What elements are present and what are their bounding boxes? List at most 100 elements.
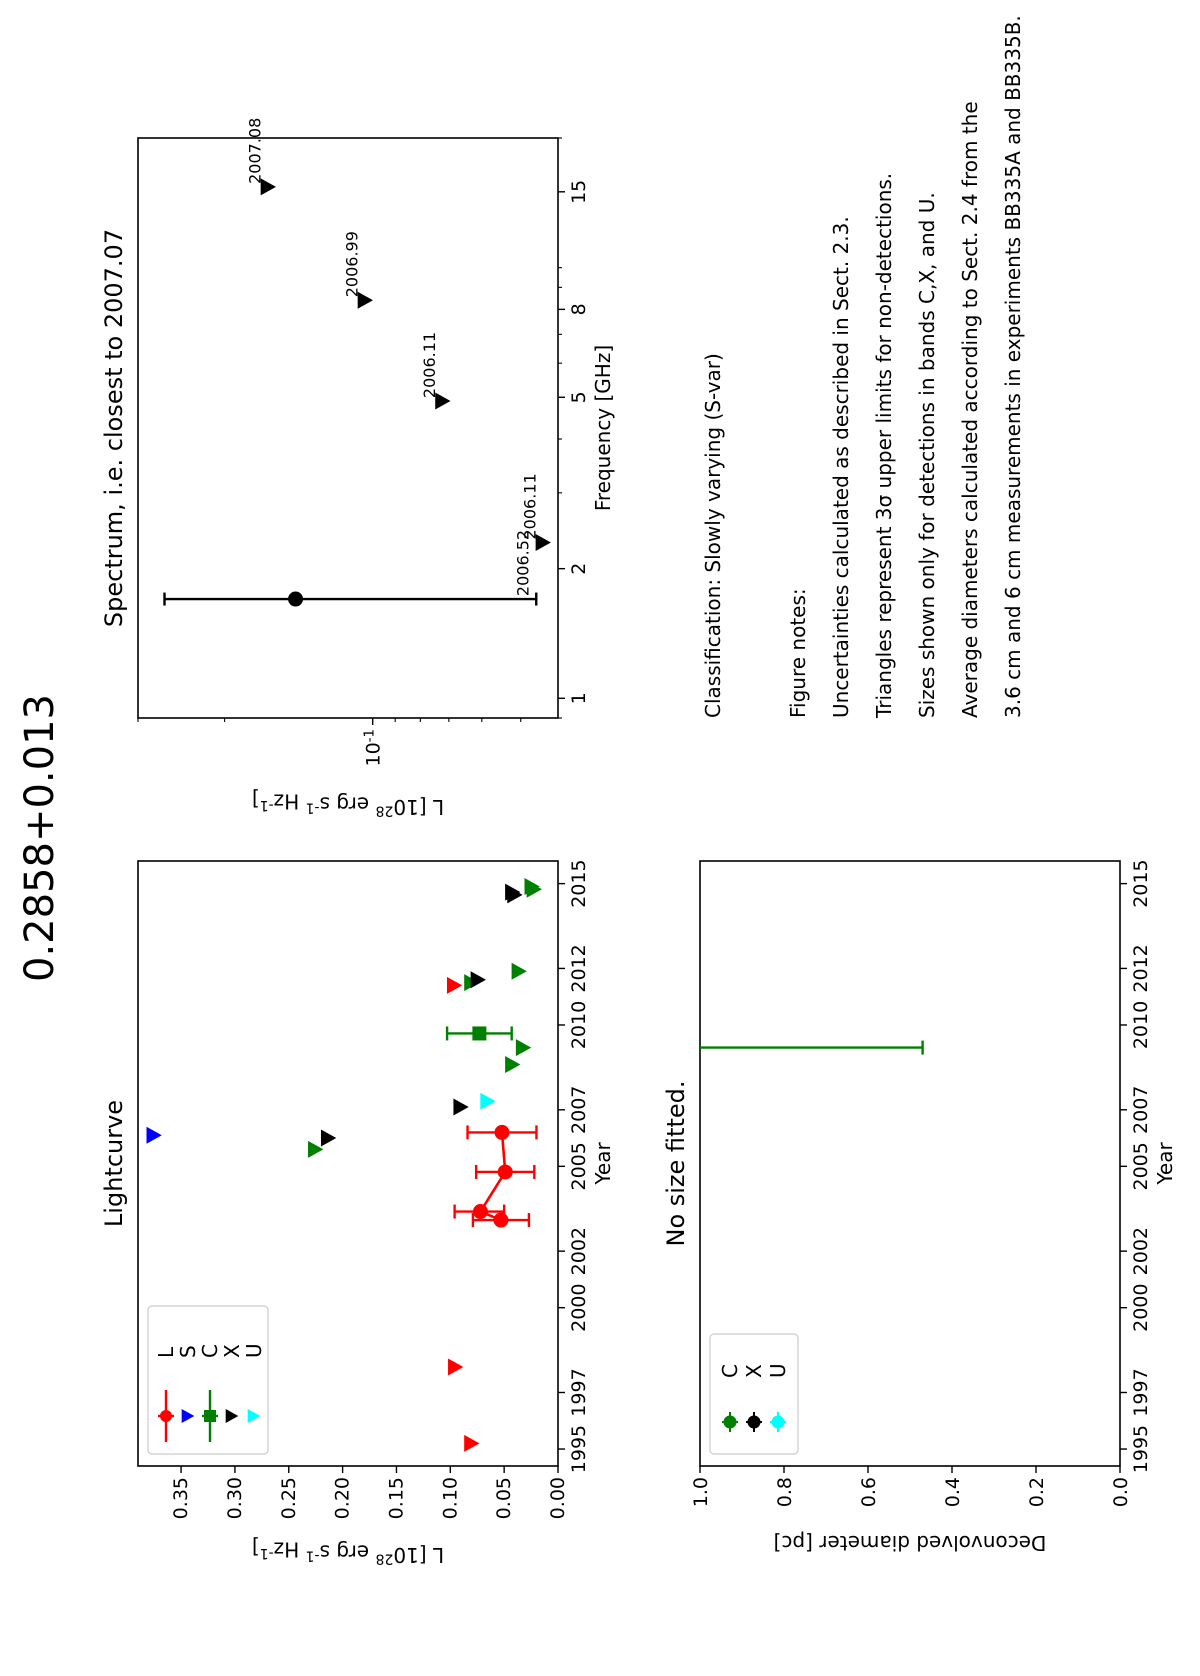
data-marker (288, 591, 304, 607)
legend-marker (723, 1415, 737, 1429)
figure-note-line: 3.6 cm and 6 cm measurements in experime… (1001, 15, 1025, 718)
y-tick-label: 0.15 (385, 1477, 407, 1519)
spectrum-panel: Spectrum, i.e. closest to 2007.07 1 2 5 8 15 1… (100, 118, 615, 819)
spectrum-title: Spectrum, i.e. closest to 2007.07 (100, 229, 128, 627)
upper-limit-marker (448, 1358, 464, 1376)
x-tick-label: 2010 (1130, 1001, 1152, 1049)
legend-label: S (176, 1345, 200, 1358)
x-tick-label: 8 (568, 303, 590, 315)
figure-note-line: Average diameters calculated according t… (958, 101, 982, 718)
legend-box (709, 1333, 799, 1455)
upper-limit-marker (505, 1056, 521, 1074)
plot-frame (699, 860, 1121, 1467)
y-tick-label: 0.30 (224, 1477, 246, 1519)
x-tick-label: 2015 (568, 859, 590, 907)
y-tick-label: 0.20 (332, 1477, 354, 1519)
upper-limit-marker (247, 1409, 261, 1423)
x-tick-label: 2015 (1130, 859, 1152, 907)
x-tick-label: 2005 (568, 1142, 590, 1190)
legend-marker (204, 1410, 216, 1422)
x-tick-label: 2002 (568, 1227, 590, 1275)
y-tick-label: 0.10 (439, 1477, 461, 1519)
upper-limit-marker (480, 1092, 496, 1110)
plot-frame (137, 860, 559, 1467)
y-axis-label: L [1028 erg s-1 Hz-1] (252, 787, 444, 819)
upper-limit-marker (320, 1129, 337, 1147)
classification-note: Classification: Slowly varying (S-var) (701, 353, 725, 718)
upper-limit-marker (225, 1409, 239, 1423)
x-tick-label: 2010 (568, 1001, 590, 1049)
epoch-label: 2007.08 (245, 118, 264, 184)
epoch-label: 2006.99 (342, 231, 361, 297)
y-axis-label: L [1028 erg s-1 Hz-1] (252, 1535, 444, 1567)
data-marker (497, 1164, 513, 1180)
legend-label: C (718, 1364, 742, 1378)
upper-limit-marker (515, 1039, 532, 1057)
legend-box (147, 1305, 269, 1455)
x-tick-label: 1 (568, 692, 590, 704)
x-tick-label: 5 (568, 391, 590, 403)
upper-limit-marker (470, 971, 486, 989)
y-tick-label: 0.00 (547, 1477, 569, 1519)
legend-label: C (198, 1344, 222, 1358)
upper-limit-marker (511, 962, 527, 980)
y-tick-label: 0.4 (942, 1477, 964, 1507)
upper-limit-marker (357, 291, 373, 309)
y-tick-label: 0.6 (858, 1477, 880, 1507)
figure-note-line: Uncertainties calculated as described in… (829, 216, 853, 718)
epoch-label: 2006.11 (520, 473, 539, 539)
x-tick-label: 1997 (1130, 1368, 1152, 1416)
x-tick-label: 1995 (1130, 1425, 1152, 1473)
legend-label: X (220, 1344, 244, 1358)
x-tick-label: 1997 (568, 1368, 590, 1416)
figure-note-line: Triangles represent 3σ upper limits for … (872, 173, 896, 719)
upper-limit-marker (181, 1409, 195, 1423)
upper-limit-marker (308, 1140, 324, 1158)
data-marker (493, 1212, 509, 1228)
legend-label: X (742, 1364, 766, 1378)
upper-limit-marker (453, 1098, 469, 1116)
x-axis-label: Year (591, 1142, 615, 1186)
legend-marker (771, 1415, 785, 1429)
legend-marker (160, 1410, 172, 1422)
data-marker (472, 1204, 488, 1220)
series-line (478, 1132, 507, 1222)
y-tick-label: 1.0 (690, 1477, 712, 1507)
lightcurve-panel: Lightcurve 1995 1997 2000 2002 2005 2007 2010 20… (100, 859, 615, 1567)
x-tick-label: 2007 (1130, 1086, 1152, 1134)
upper-limit-marker (435, 392, 451, 410)
x-tick-label: 2000 (1130, 1284, 1152, 1332)
x-axis-label: Year (1153, 1142, 1177, 1186)
x-axis-label: Frequency [GHz] (591, 345, 615, 511)
lightcurve-title: Lightcurve (100, 1100, 128, 1227)
epoch-label: 2006.52 (513, 530, 532, 596)
upper-limit-marker (505, 883, 521, 901)
x-tick-label: 2 (568, 563, 590, 575)
x-tick-label: 2002 (1130, 1227, 1152, 1275)
upper-limit-marker (446, 976, 463, 994)
y-tick-label: 0.05 (493, 1477, 515, 1519)
plot-frame (137, 137, 559, 719)
x-tick-label: 2012 (1130, 944, 1152, 992)
y-tick-label: 0.35 (170, 1477, 192, 1519)
upper-limit-marker (260, 178, 276, 196)
size-panel: No size fitted. 1995 1997 2000 2002 2005 2007 2… (662, 859, 1177, 1555)
y-tick-label: 0.0 (1110, 1477, 1132, 1507)
upper-limit-marker (464, 1434, 480, 1452)
epoch-label: 2006.11 (420, 332, 439, 398)
x-tick-label: 2007 (568, 1086, 590, 1134)
x-tick-label: 2005 (1130, 1142, 1152, 1190)
upper-limit-marker (146, 1126, 162, 1144)
data-marker (472, 1026, 487, 1041)
x-tick-label: 15 (568, 180, 590, 204)
figure-title: 0.2858+0.013 (17, 694, 63, 982)
upper-limit-marker (535, 534, 551, 552)
x-tick-label: 1995 (568, 1425, 590, 1473)
figure-note-line: Sizes shown only for detections in bands… (915, 192, 939, 718)
y-axis-label: Deconvolved diameter [pc] (774, 1531, 1047, 1555)
y-tick-label: 10-1 (363, 729, 385, 766)
x-tick-label: 2000 (568, 1284, 590, 1332)
